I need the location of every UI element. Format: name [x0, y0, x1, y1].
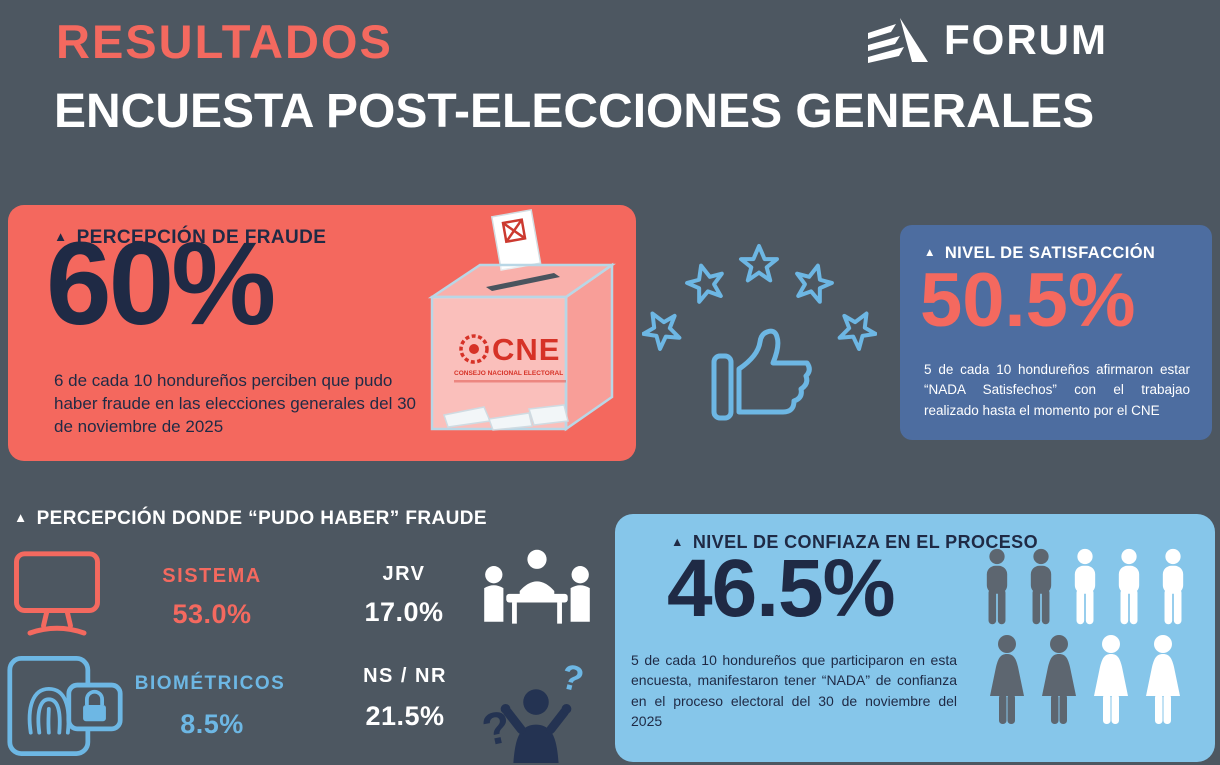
cne-logo: CNE CONSEJO NACIONAL ELECTORAL	[454, 332, 566, 383]
jrv-meeting-icon	[484, 549, 590, 624]
male-figure-icon	[1153, 548, 1193, 626]
fraud-card-title: PERCEPCIÓN DE FRAUDE	[54, 227, 326, 249]
female-figure-icon	[982, 634, 1032, 726]
stat-label-nsnr: NS / NR	[363, 665, 447, 687]
cne-logo-subtitle: CONSEJO NACIONAL ELECTORAL	[454, 370, 563, 377]
ballot-papers	[443, 404, 569, 431]
stat-value-nsnr: 21.5%	[365, 701, 445, 731]
ballot-slot	[486, 273, 560, 291]
results-kicker: RESULTADOS	[56, 15, 393, 68]
confidence-card-title: NIVEL DE CONFIAZA EN EL PROCESO	[671, 532, 1038, 553]
satisfaction-rating-icon	[642, 244, 877, 421]
satisfaction-description: 5 de cada 10 hondureños afirmaron estar …	[924, 362, 1190, 418]
confidence-description: 5 de cada 10 hondureños que participaron…	[631, 652, 957, 729]
forum-logo-icon	[868, 18, 928, 63]
lock-icon	[83, 689, 106, 722]
fingerprint-icon	[27, 686, 71, 735]
computer-monitor-icon	[14, 551, 100, 636]
pictogram-row-2	[982, 634, 1188, 726]
satisfaction-value: 50.5%	[920, 258, 1136, 343]
fraud-value: 60%	[46, 218, 276, 350]
male-figure-icon	[977, 548, 1017, 626]
confidence-card: NIVEL DE CONFIAZA EN EL PROCESO 46.5% 5 …	[615, 514, 1215, 762]
ballot-box-illustration: CNE CONSEJO NACIONAL ELECTORAL	[427, 209, 616, 432]
confidence-pictogram	[963, 548, 1207, 726]
forum-logo-text: FORUM	[944, 16, 1108, 63]
ballot-paper-icon	[490, 209, 542, 271]
fraud-perception-card: PERCEPCIÓN DE FRAUDE 60% 6 de cada 10 ho…	[8, 205, 636, 461]
question-mark-icon: ?	[557, 657, 587, 700]
confidence-value: 46.5%	[667, 543, 896, 634]
male-figure-icon	[1021, 548, 1061, 626]
forum-logo: FORUM	[866, 16, 1108, 64]
stat-label-biometricos: BIOMÉTRICOS	[134, 673, 286, 694]
confused-person-icon: ? ?	[481, 657, 587, 763]
fraud-where-title: PERCEPCIÓN DONDE “PUDO HABER” FRAUDE	[14, 508, 487, 530]
stat-label-jrv: JRV	[382, 563, 426, 585]
stat-label-sistema: SISTEMA	[162, 565, 262, 587]
female-figure-icon	[1138, 634, 1188, 726]
pictogram-row-1	[977, 548, 1193, 626]
fingerprint-security-icon	[7, 656, 123, 756]
male-figure-icon	[1065, 548, 1105, 626]
satisfaction-card-title: NIVEL DE SATISFACCIÓN	[924, 244, 1155, 263]
satisfaction-card: NIVEL DE SATISFACCIÓN 50.5% 5 de cada 10…	[900, 225, 1212, 440]
stat-value-sistema: 53.0%	[172, 599, 252, 629]
cne-logo-text: CNE	[492, 332, 560, 367]
page-title: ENCUESTA POST-ELECCIONES GENERALES	[54, 85, 1095, 138]
thumbs-up-icon	[711, 328, 812, 421]
female-figure-icon	[1086, 634, 1136, 726]
stat-value-biometricos: 8.5%	[180, 709, 244, 739]
stat-value-jrv: 17.0%	[364, 597, 444, 627]
fraud-description: 6 de cada 10 hondureños perciben que pud…	[54, 371, 416, 436]
female-figure-icon	[1034, 634, 1084, 726]
male-figure-icon	[1109, 548, 1149, 626]
